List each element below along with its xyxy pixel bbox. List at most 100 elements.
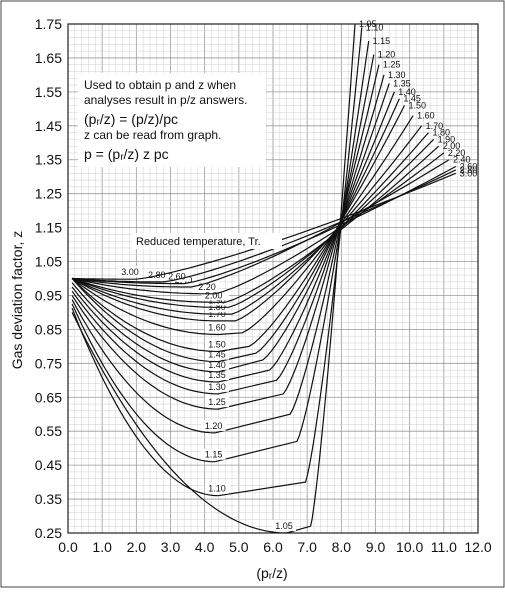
series-label-bg xyxy=(205,321,230,333)
series-label-bg xyxy=(205,348,230,360)
series-label-high-2.60: 2.60 xyxy=(460,162,478,172)
series-label-bg xyxy=(201,419,226,431)
series-label-low-1.15: 1.15 xyxy=(205,450,223,460)
series-label-high-1.70: 1.70 xyxy=(426,121,444,131)
series-group: 1.051.051.101.101.151.151.201.201.251.25… xyxy=(71,19,478,534)
x-tick-label: 9.0 xyxy=(366,539,386,555)
x-tick-label: 7.0 xyxy=(297,539,317,555)
note-line-1: Used to obtain p and z when xyxy=(84,78,236,92)
series-label-bg xyxy=(272,520,297,531)
series-label-high-1.25: 1.25 xyxy=(383,60,401,70)
y-tick-label: 1.75 xyxy=(35,16,62,32)
series-label-high-1.15: 1.15 xyxy=(373,36,391,46)
series-label-low-1.35: 1.35 xyxy=(208,370,226,380)
series-line-tr-1.25 xyxy=(71,64,380,410)
series-label-low-1.25: 1.25 xyxy=(208,397,226,407)
x-tick-label: 1.0 xyxy=(92,539,112,555)
series-label-bg xyxy=(164,270,189,282)
series-line-tr-3.00 xyxy=(72,172,457,280)
y-tick-label: 0.25 xyxy=(35,525,62,541)
series-label-high-1.45: 1.45 xyxy=(403,94,421,104)
series-label-bg xyxy=(205,482,230,494)
series-label-low-1.50: 1.50 xyxy=(208,339,226,349)
equation-1: (pᵣ/z) = (p/z)/pᴄ xyxy=(84,111,178,127)
y-tick-label: 0.55 xyxy=(35,423,62,439)
series-label-bg xyxy=(205,396,230,408)
x-tick-label: 3.0 xyxy=(161,539,181,555)
note-line-2: analyses result in p/z answers. xyxy=(84,93,247,107)
series-label-high-1.20: 1.20 xyxy=(378,50,396,60)
series-label-bg xyxy=(205,307,230,319)
series-label-high-3.00: 3.00 xyxy=(460,168,478,178)
series-label-high-1.90: 1.90 xyxy=(438,134,456,144)
x-tick-label: 11.0 xyxy=(431,539,457,555)
series-line-tr-1.60 xyxy=(71,115,414,336)
tr-title: Reduced temperature, Tr. xyxy=(136,236,261,248)
x-tick-label: 4.0 xyxy=(195,539,215,555)
series-label-bg xyxy=(205,301,230,313)
series-label-high-2.80: 2.80 xyxy=(460,165,478,175)
x-tick-label: 2.0 xyxy=(127,539,147,555)
plot-frame xyxy=(67,23,479,534)
series-label-bg xyxy=(201,289,226,301)
annotation-box: Used to obtain p and z when analyses res… xyxy=(78,73,266,167)
series-line-tr-2.20 xyxy=(71,152,445,295)
series-label-bg xyxy=(205,338,230,350)
y-tick-label: 0.95 xyxy=(35,287,62,303)
x-tick-label: 6.0 xyxy=(263,539,283,555)
y-axis-label: Gas deviation factor, z xyxy=(9,231,25,370)
series-label-high-1.50: 1.50 xyxy=(409,100,427,110)
y-tick-label: 1.35 xyxy=(35,152,62,168)
series-label-low-1.30: 1.30 xyxy=(208,382,226,392)
series-label-high-1.35: 1.35 xyxy=(393,78,411,88)
series-line-tr-1.70 xyxy=(71,125,423,322)
x-tick-label: 0.0 xyxy=(58,539,78,555)
y-tick-label: 0.45 xyxy=(35,457,62,473)
series-label-low-1.45: 1.45 xyxy=(208,350,226,360)
x-tick-label: 5.0 xyxy=(229,539,249,555)
ticks-group: 0.0 1.0 2.0 3.0 4.0 5.0 6.0 7.0 8.0 9.0 10.0 11.0 12… xyxy=(35,16,492,555)
y-tick-label: 0.65 xyxy=(35,389,62,405)
y-tick-label: 1.65 xyxy=(35,50,62,66)
series-label-low-2.20: 2.20 xyxy=(198,282,216,292)
series-label-high-2.40: 2.40 xyxy=(453,155,471,165)
series-label-high-1.30: 1.30 xyxy=(388,70,406,80)
series-line-tr-1.45 xyxy=(71,98,400,363)
x-axis-label: (pᵣ/z) xyxy=(256,565,287,581)
series-line-tr-1.90 xyxy=(71,138,435,308)
y-tick-label: 1.25 xyxy=(35,186,62,202)
series-label-bg xyxy=(201,448,226,460)
series-line-tr-1.40 xyxy=(71,91,395,373)
x-tick-label: 10.0 xyxy=(396,539,423,555)
y-tick-label: 1.55 xyxy=(35,84,62,100)
series-label-low-1.90: 1.90 xyxy=(208,295,226,305)
series-label-high-1.80: 1.80 xyxy=(432,128,450,138)
series-label-high-1.05: 1.05 xyxy=(359,19,377,29)
series-line-tr-1.35 xyxy=(71,83,390,383)
y-tick-label: 1.45 xyxy=(35,118,62,134)
y-tick-label: 1.15 xyxy=(35,220,62,236)
series-label-low-2.60: 2.60 xyxy=(168,272,186,282)
x-tick-label: 12.0 xyxy=(464,539,491,555)
series-line-tr-1.30 xyxy=(71,74,385,395)
tr-title-group: Reduced temperature, Tr. xyxy=(132,233,282,249)
series-label-bg xyxy=(205,380,230,392)
series-label-low-1.05: 1.05 xyxy=(275,521,293,531)
series-label-low-1.10: 1.10 xyxy=(208,484,226,494)
series-label-bg xyxy=(144,268,169,280)
series-label-high-2.00: 2.00 xyxy=(443,141,461,151)
equation-2: p = (pᵣ/z) z pᴄ xyxy=(84,146,169,162)
series-label-low-2.80: 2.80 xyxy=(148,270,166,280)
series-label-high-2.20: 2.20 xyxy=(448,148,466,158)
note-line-3: z can be read from graph. xyxy=(84,128,221,142)
series-line-tr-1.50 xyxy=(71,105,406,353)
y-tick-label: 1.05 xyxy=(35,254,62,270)
series-label-high-1.60: 1.60 xyxy=(417,111,435,121)
y-tick-label: 0.75 xyxy=(35,355,62,371)
series-label-low-3.00: 3.00 xyxy=(121,267,139,277)
series-label-low-1.60: 1.60 xyxy=(208,322,226,332)
series-label-low-1.40: 1.40 xyxy=(208,360,226,370)
series-label-bg xyxy=(117,266,142,278)
